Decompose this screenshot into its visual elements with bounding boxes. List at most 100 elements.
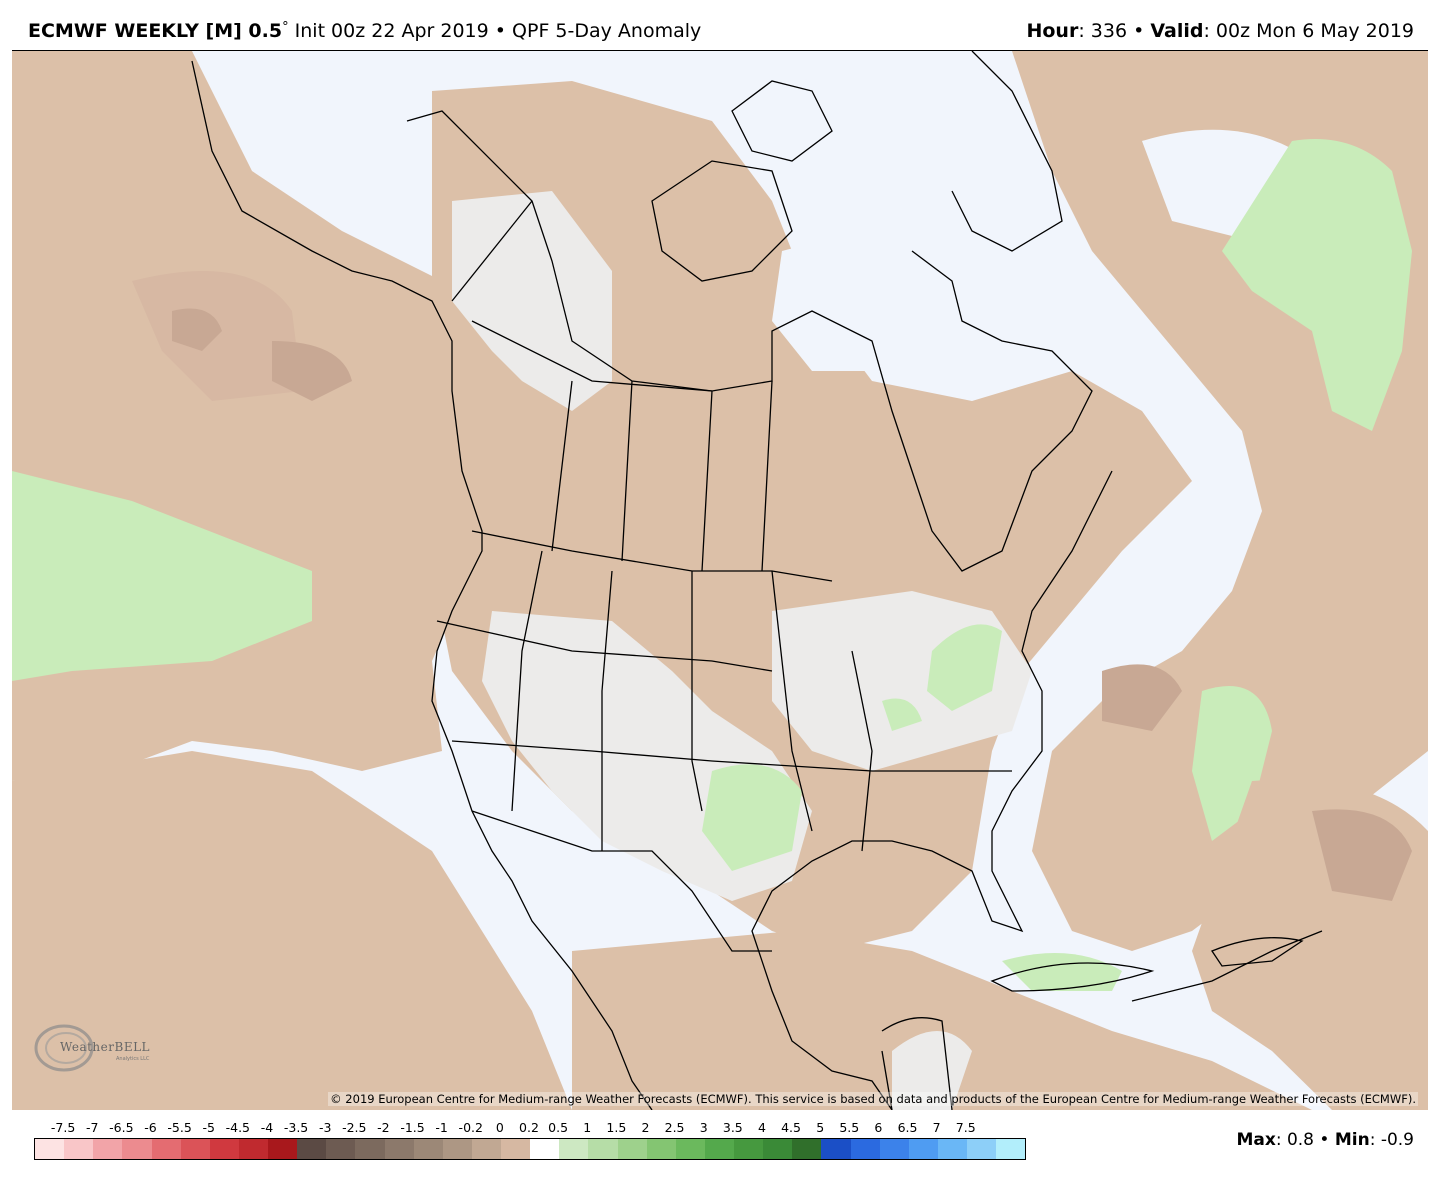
forecast-map: WeatherBELL Analytics LLC © 2019 Europea… [12,51,1428,1110]
cuba-outline [990,962,1155,992]
valid-label: Valid [1150,20,1204,42]
legend-tick-label: -3 [318,1120,332,1135]
legend-swatch [471,1139,501,1159]
legend-tick-label: 1.5 [606,1120,627,1135]
legend-tick-label: 7 [932,1120,941,1135]
legend-tick-label: -2.5 [342,1120,367,1135]
alaska-canada-border [451,200,533,302]
legend-swatch [559,1139,589,1159]
us-mexico-border [471,810,772,952]
legend-tick-label: 0.2 [519,1120,539,1135]
legend-tick-label: -0.2 [458,1120,483,1135]
ohio-valley-wet-area [882,698,922,731]
territory-line [471,320,713,392]
legend-tick-label: 1 [583,1120,592,1135]
yucatan-outline [881,1017,953,1110]
hour-label: Hour [1026,20,1079,42]
ellesmere-island [731,80,833,162]
anomaly-shading [12,51,1428,1110]
max-value: : 0.8 [1275,1130,1314,1150]
legend-tick-label: 7.5 [955,1120,976,1135]
legend-tick-label: 0.5 [548,1120,569,1135]
legend-tick-label: 2.5 [664,1120,685,1135]
legend-tick-label: -3.5 [283,1120,309,1135]
atlantic-gulf-coastline [751,470,1113,1110]
legend-swatch [734,1139,764,1159]
logo-text: WeatherBELL [60,1040,151,1054]
logo-subtext: Analytics LLC [116,1056,150,1062]
legend-swatch [180,1139,210,1159]
max-min-readout: Max: 0.8 • Min: -0.9 [1236,1130,1414,1150]
legend-tick-label: -1 [435,1120,448,1135]
legend-tick-label: 2 [641,1120,650,1135]
state-line-3 [511,550,543,812]
legend-tick-label: 0 [495,1120,504,1135]
gulf-alaska-medium-dry [172,308,222,351]
caribbean-medium-dry [1312,809,1412,901]
legend-tick-label: -6.5 [109,1120,134,1135]
legend-swatch [297,1139,327,1159]
north-atlantic-wet-area [1222,139,1412,431]
hour-value: : 336 [1078,20,1128,42]
legend-swatch [530,1139,560,1159]
legend-swatch [384,1139,414,1159]
legend-tick-label: 6 [874,1120,883,1135]
alaska-yukon-near-normal [452,191,612,411]
legend-swatch [704,1139,734,1159]
legend-tick-label: -1.5 [400,1120,425,1135]
map-canvas [12,51,1428,1110]
legend-tick-label: 4 [757,1120,766,1135]
legend-ticks: -7.5 -7 -6.5 -6 -5.5 -5 -4.5 -4 -3.5 -3 -2.5 -2 -1.5… [34,1118,1026,1138]
west-dry-area [12,51,92,411]
legend-swatch [850,1139,880,1159]
legend-tick-label: -4.5 [225,1120,251,1135]
legend-swatch [996,1139,1026,1159]
hispaniola-outline [1211,937,1304,967]
weatherbell-logo: WeatherBELL Analytics LLC [34,1018,164,1088]
min-value: : -0.9 [1369,1130,1414,1150]
init-time: Init 00z 22 Apr 2019 [294,20,489,42]
legend-colorbar [34,1138,1026,1160]
legend-swatch [646,1139,676,1159]
legend-swatch [64,1139,94,1159]
northern-coastline [406,110,1093,572]
copyright-notice: © 2019 European Centre for Medium-range … [328,1092,1418,1106]
legend-swatch [763,1139,793,1159]
model-name: ECMWF WEEKLY [M] 0.5 [28,20,283,42]
valid-separator: • [1127,20,1151,42]
legend-tick-label: 6.5 [897,1120,918,1135]
map-title: ECMWF WEEKLY [M] 0.5° Init 00z 22 Apr 20… [28,20,701,42]
valid-value: : 00z Mon 6 May 2019 [1203,20,1414,42]
legend-tick-label: 4.5 [781,1120,801,1135]
boundaries [191,51,1323,1110]
legend-tick-label: -7.5 [50,1120,76,1135]
logo-swirl-icon [34,1024,94,1072]
legend-swatch [151,1139,181,1159]
valid-info: Hour: 336 • Valid: 00z Mon 6 May 2019 [1026,20,1414,42]
legend-swatch [792,1139,822,1159]
legend-swatch [937,1139,967,1159]
legend-tick-label: 5 [816,1120,825,1135]
greenland-coast [951,51,1063,252]
legend-tick-label: 3 [699,1120,708,1135]
state-line-5 [691,571,703,812]
appalachian-wet-area [927,624,1002,711]
caribbean-islands [1131,930,1323,1002]
legend-swatch [122,1139,152,1159]
arctic-light-area [792,77,1072,191]
product-name: QPF 5-Day Anomaly [512,20,702,42]
pacific-medium-dry [272,341,352,401]
legend-swatch [35,1139,65,1159]
yucatan-near-normal [892,1031,972,1110]
legend-swatch [93,1139,123,1159]
legend-swatch [268,1139,298,1159]
legend-swatch [908,1139,938,1159]
legend-tick-label: -6 [144,1120,157,1135]
state-line-6 [771,570,813,832]
legend-tick-label: -7 [86,1120,99,1135]
legend-swatch [879,1139,909,1159]
map-header: ECMWF WEEKLY [M] 0.5° Init 00z 22 Apr 20… [12,0,1428,50]
legend-swatch [821,1139,851,1159]
hudson-bay-light-area [772,245,892,371]
title-separator: • [488,20,513,42]
